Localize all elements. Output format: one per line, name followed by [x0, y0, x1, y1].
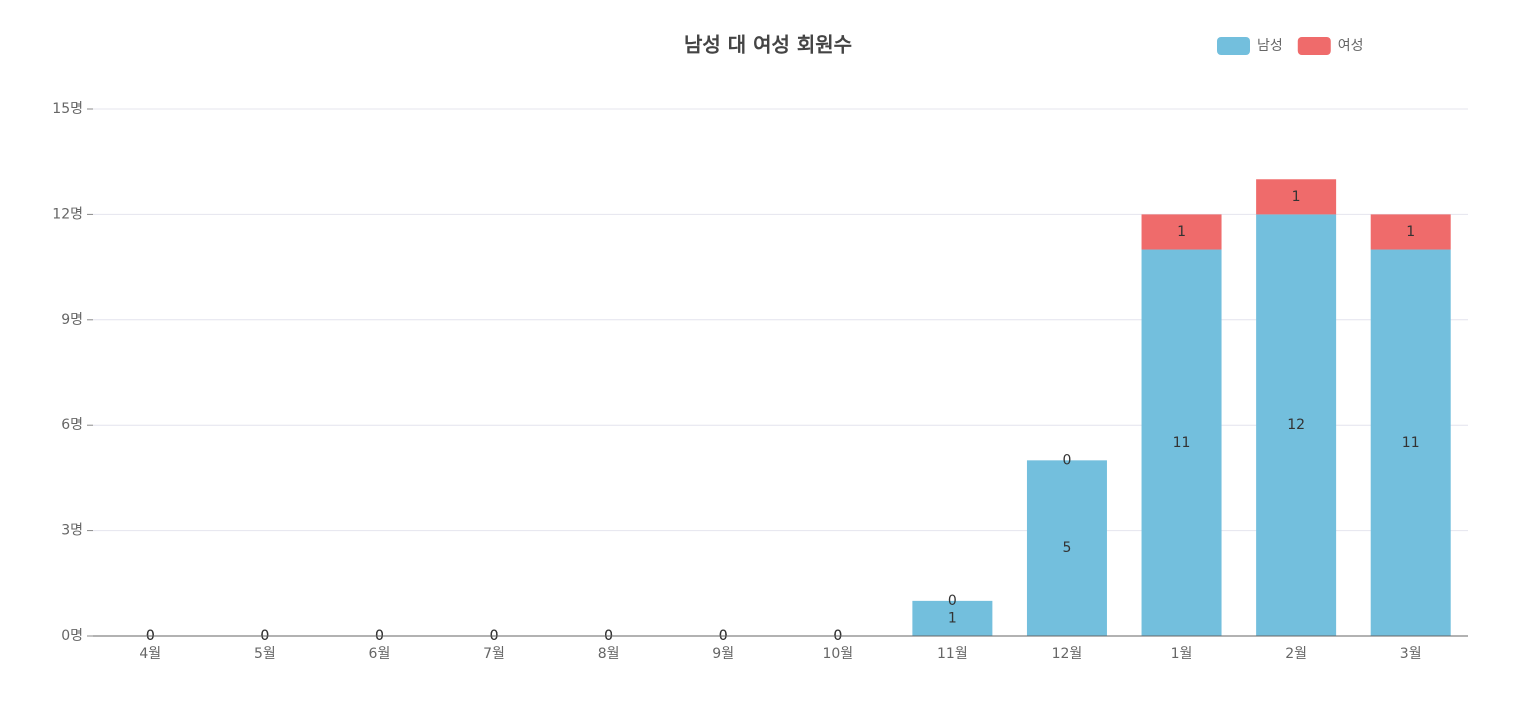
bar-segment	[912, 600, 993, 636]
y-tick-label: 9명	[61, 312, 83, 328]
x-tick-label: 8월	[598, 646, 620, 662]
data-label: 12	[1287, 417, 1305, 433]
legend-label: 여성	[1338, 38, 1364, 54]
data-label: 11	[1402, 435, 1420, 451]
data-label: 1	[1177, 224, 1186, 240]
data-label: 5	[1062, 540, 1071, 556]
data-label: 1	[1292, 189, 1301, 205]
x-tick-label: 4월	[139, 646, 161, 662]
data-label: 11	[1173, 435, 1191, 451]
data-label: 1	[948, 610, 957, 626]
chart-title: 남성 대 여성 회원수	[684, 33, 852, 57]
x-tick-label: 9월	[712, 646, 734, 662]
y-tick-label: 12명	[52, 206, 83, 222]
data-label: 0	[948, 593, 957, 609]
x-tick-label: 7월	[483, 646, 505, 662]
bar-segment	[1141, 249, 1222, 637]
y-tick-label: 3명	[61, 523, 83, 539]
bar-segment	[1141, 214, 1222, 250]
data-label: 0	[1062, 452, 1071, 468]
bar-segment	[1370, 249, 1451, 637]
x-tick-label: 3월	[1400, 646, 1422, 662]
bar-segment	[1256, 179, 1337, 215]
y-tick-label: 6명	[61, 417, 83, 433]
legend-swatch	[1297, 37, 1331, 55]
y-tick-label: 15명	[52, 101, 83, 117]
x-tick-label: 10월	[822, 646, 853, 662]
x-tick-label: 1월	[1171, 646, 1193, 662]
x-tick-label: 11월	[937, 646, 968, 662]
bar-segment	[1026, 460, 1107, 636]
y-tick-label: 0명	[61, 628, 83, 644]
bar-segment	[1256, 214, 1337, 636]
x-tick-label: 6월	[369, 646, 391, 662]
data-label: 1	[1406, 224, 1415, 240]
bar-segment	[1370, 214, 1451, 250]
legend-swatch	[1217, 37, 1250, 55]
legend-label: 남성	[1257, 38, 1283, 54]
x-tick-label: 2월	[1285, 646, 1307, 662]
x-tick-label: 12월	[1052, 646, 1083, 662]
x-tick-label: 5월	[254, 646, 276, 662]
